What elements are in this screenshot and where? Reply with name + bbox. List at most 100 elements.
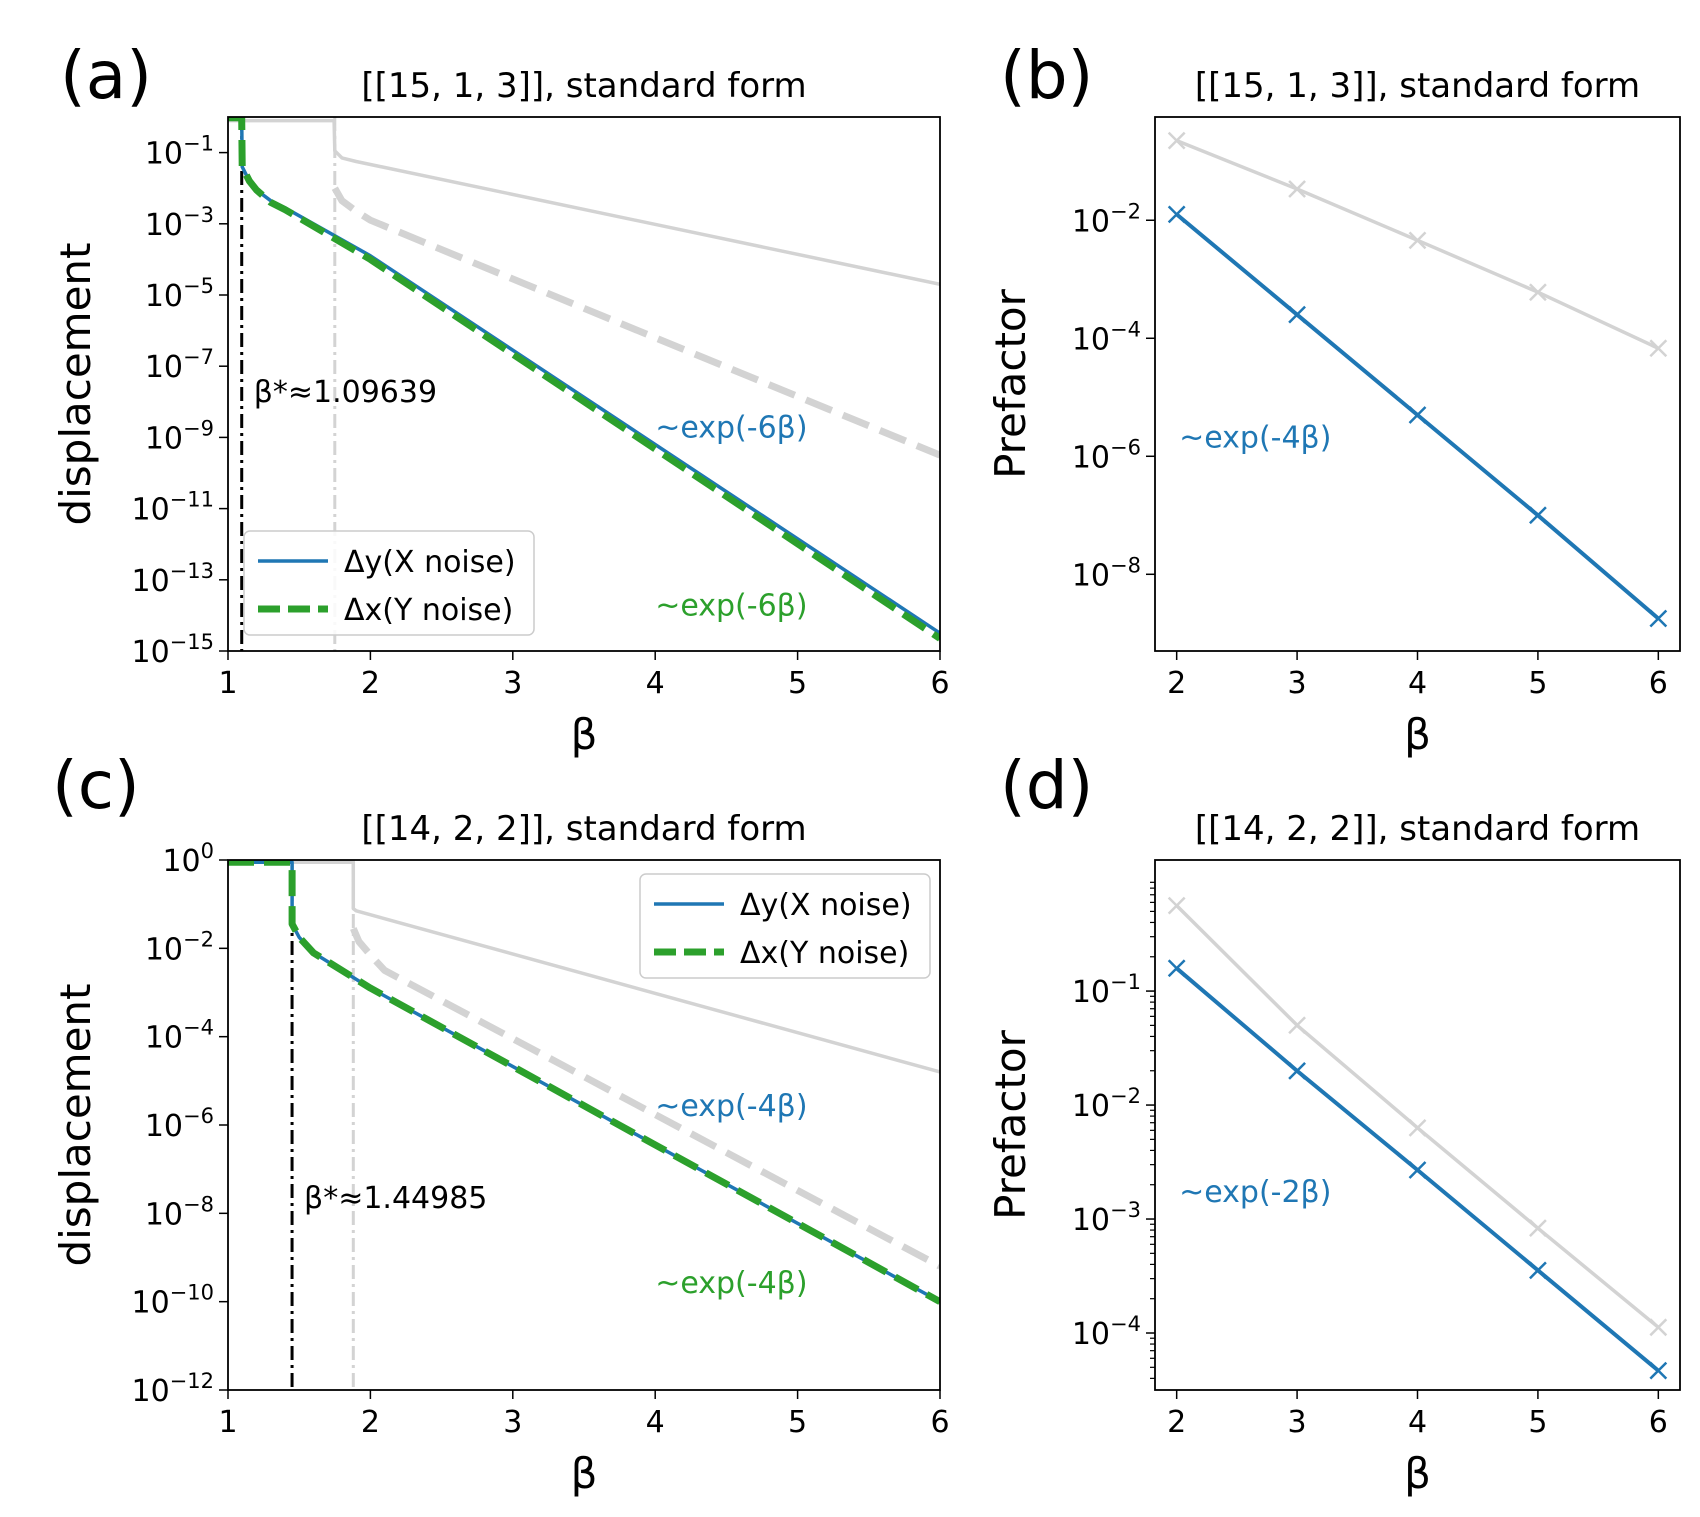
x-tick-label: 5	[788, 666, 807, 701]
slope-annotation: ~exp(-6β)	[655, 588, 807, 623]
chart-panel-a: [[15, 1, 3]], standard form β displacement…	[51, 66, 950, 759]
axes-frame	[1154, 116, 1681, 652]
data-point-marker	[1529, 506, 1547, 525]
chart-panel-c: [[14, 2, 2]], standard form β displacement…	[51, 809, 950, 1498]
x-tick-label: 2	[361, 666, 380, 701]
data-point-marker	[1529, 283, 1547, 302]
legend-label: Δx(Y noise)	[740, 936, 909, 971]
data-point-marker	[1649, 339, 1668, 358]
y-tick-label: 10−4	[1072, 1312, 1141, 1352]
axes-frame	[1154, 859, 1681, 1391]
y-tick-label: 10−13	[131, 559, 214, 599]
y-tick-label: 10−1	[145, 132, 214, 172]
x-tick-label: 3	[1288, 1405, 1307, 1440]
slope-annotation: ~exp(-2β)	[1179, 1175, 1331, 1210]
y-tick-label: 10−3	[1072, 1198, 1141, 1238]
y-axis-label: displacement	[51, 242, 100, 525]
x-tick-label: 6	[1649, 1405, 1668, 1440]
x-tick-label: 5	[788, 1405, 807, 1440]
panel-label-d: (d)	[1000, 747, 1093, 824]
y-tick-label: 10−9	[145, 416, 214, 456]
x-tick-label: 6	[930, 1405, 949, 1440]
y-tick-label: 10−11	[131, 488, 214, 528]
slope-annotation: ~exp(-6β)	[655, 410, 807, 445]
y-tick-label: 10−7	[145, 345, 214, 385]
data-point-marker	[1288, 1016, 1306, 1035]
y-tick-label: 10−4	[145, 1016, 214, 1056]
data-point-marker	[1408, 231, 1427, 250]
x-tick-label: 6	[1649, 666, 1668, 701]
data-point-marker	[1167, 896, 1186, 915]
panel-label-a: (a)	[60, 37, 152, 114]
x-tick-label: 3	[1288, 666, 1307, 701]
y-tick-label: 10−2	[145, 927, 214, 967]
x-axis-label: β	[571, 1449, 598, 1498]
series-line-gray-solid	[228, 860, 940, 1074]
y-tick-label: 10−6	[145, 1104, 214, 1144]
data-point-marker	[1649, 1361, 1668, 1380]
x-axis-label: β	[571, 710, 598, 759]
x-tick-label: 3	[503, 666, 522, 701]
slope-annotation: ~exp(-4β)	[655, 1266, 807, 1301]
axes-frame	[227, 859, 941, 1391]
chart-title: [[15, 1, 3]], standard form	[1195, 66, 1640, 106]
x-tick-label: 2	[361, 1405, 380, 1440]
legend-label: Δx(Y noise)	[344, 593, 513, 628]
chart-panel-b: [[15, 1, 3]], standard form β Prefactor 2 3 4…	[986, 66, 1681, 759]
series-line-gray-dashed	[331, 186, 940, 459]
x-tick-label: 4	[646, 1405, 665, 1440]
x-axis-label: β	[1404, 1449, 1431, 1498]
chart-panel-d: [[14, 2, 2]], standard form β Prefactor 2 3 4…	[986, 809, 1681, 1498]
chart-title: [[15, 1, 3]], standard form	[361, 66, 806, 106]
y-tick-label: 10−6	[1072, 435, 1141, 475]
y-axis-label: Prefactor	[986, 1029, 1035, 1220]
data-point-marker	[1167, 131, 1186, 150]
y-tick-label: 10−2	[1072, 199, 1141, 239]
y-tick-label: 10−10	[131, 1281, 214, 1321]
x-tick-label: 2	[1167, 666, 1186, 701]
x-tick-label: 4	[1408, 666, 1427, 701]
chart-title: [[14, 2, 2]], standard form	[1195, 809, 1640, 849]
x-axis-label: β	[1404, 710, 1431, 759]
y-tick-label: 10−2	[1072, 1084, 1141, 1124]
series-line-gray-solid	[228, 118, 940, 287]
x-tick-label: 3	[503, 1405, 522, 1440]
x-tick-label: 5	[1528, 1405, 1547, 1440]
panel-label-c: (c)	[52, 747, 140, 824]
legend-label: Δy(X noise)	[344, 545, 516, 580]
legend-box	[639, 873, 931, 979]
y-tick-label: 10−15	[131, 630, 214, 670]
x-tick-label: 5	[1528, 666, 1547, 701]
series-line-gray-dashed	[350, 927, 940, 1270]
y-tick-label: 10−4	[1072, 317, 1141, 357]
y-tick-label: 10−3	[145, 203, 214, 243]
data-point-marker	[1167, 959, 1186, 978]
data-point-marker	[1408, 1118, 1427, 1137]
x-tick-label: 2	[1167, 1405, 1186, 1440]
x-tick-label: 4	[1408, 1405, 1427, 1440]
data-point-marker	[1408, 1161, 1427, 1179]
plot-area	[228, 860, 940, 1390]
beta-star-label: β*≈1.44985	[304, 1181, 487, 1216]
x-tick-label: 4	[646, 666, 665, 701]
y-axis-label: Prefactor	[986, 288, 1035, 479]
x-tick-label: 6	[930, 666, 949, 701]
slope-annotation: ~exp(-4β)	[1179, 420, 1331, 455]
data-point-marker	[1288, 1061, 1306, 1080]
data-point-marker	[1288, 180, 1306, 198]
legend-label: Δy(X noise)	[740, 888, 912, 923]
data-point-marker	[1529, 1261, 1547, 1280]
panel-label-b: (b)	[1000, 37, 1093, 114]
data-point-marker	[1167, 205, 1186, 224]
chart-title: [[14, 2, 2]], standard form	[361, 809, 806, 849]
slope-annotation: ~exp(-4β)	[655, 1089, 807, 1124]
axes-frame	[227, 116, 941, 652]
beta-star-label: β*≈1.09639	[254, 375, 437, 410]
series-line-green-dashed	[228, 117, 940, 642]
y-axis-label: displacement	[51, 983, 100, 1266]
series-line-green-dashed	[228, 860, 940, 1305]
y-tick-label: 10−1	[1072, 970, 1141, 1010]
plot-area	[228, 117, 940, 651]
y-tick-label: 10−5	[145, 274, 214, 314]
